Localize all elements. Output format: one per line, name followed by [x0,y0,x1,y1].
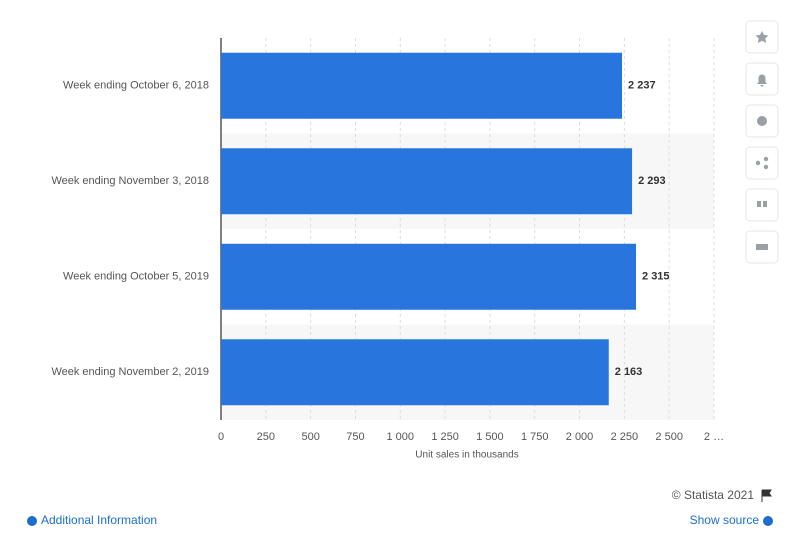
value-label: 2 315 [642,271,670,283]
info-icon [763,516,773,526]
quote-icon [763,201,767,207]
x-tick-label: 1 750 [521,431,549,443]
y-tick-label: Week ending October 6, 2018 [63,80,209,92]
share-icon [763,156,769,162]
info-icon [27,516,37,526]
flag-icon [761,489,772,502]
star-icon [755,31,769,43]
gear-icon [757,116,767,126]
quote-icon [757,201,761,207]
x-tick-label: 1 250 [431,431,459,443]
show-source-link[interactable]: Show source [690,513,760,527]
bar [221,52,623,119]
x-axis-label: Unit sales in thousands [415,450,518,461]
x-tick-label: 750 [346,431,364,443]
y-tick-label: Week ending October 5, 2019 [63,271,209,283]
value-label: 2 293 [638,175,666,187]
share-icon [763,164,769,170]
bell-icon [757,74,767,87]
share-button[interactable] [745,146,779,180]
x-tick-label: 250 [257,431,275,443]
bar [221,243,637,310]
sidebar [745,20,779,264]
share-icon [755,160,761,166]
x-tick-label: 1 000 [387,431,415,443]
y-tick-label: Week ending November 3, 2018 [51,175,209,187]
bar [221,339,609,406]
x-tick-label: 500 [301,431,319,443]
x-tick-label: 0 [218,431,224,443]
copyright: © Statista 2021 [672,488,755,502]
x-tick-label: 2 250 [611,431,639,443]
x-tick-label: 1 500 [476,431,504,443]
x-tick-label: 2 000 [566,431,594,443]
value-label: 2 237 [628,80,656,92]
print-icon [756,244,768,250]
x-tick-label: 2 … [704,431,724,443]
plot-area: 0 250 500 750 1 000 1 250 1 500 1 750 2 000 2 250… [51,38,724,443]
y-tick-label: Week ending November 2, 2019 [51,366,209,378]
x-tick-label: 2 500 [655,431,683,443]
value-label: 2 163 [615,366,643,378]
cite-button[interactable] [745,188,779,222]
additional-info-link[interactable]: Additional Information [41,513,157,527]
bar [221,148,633,215]
